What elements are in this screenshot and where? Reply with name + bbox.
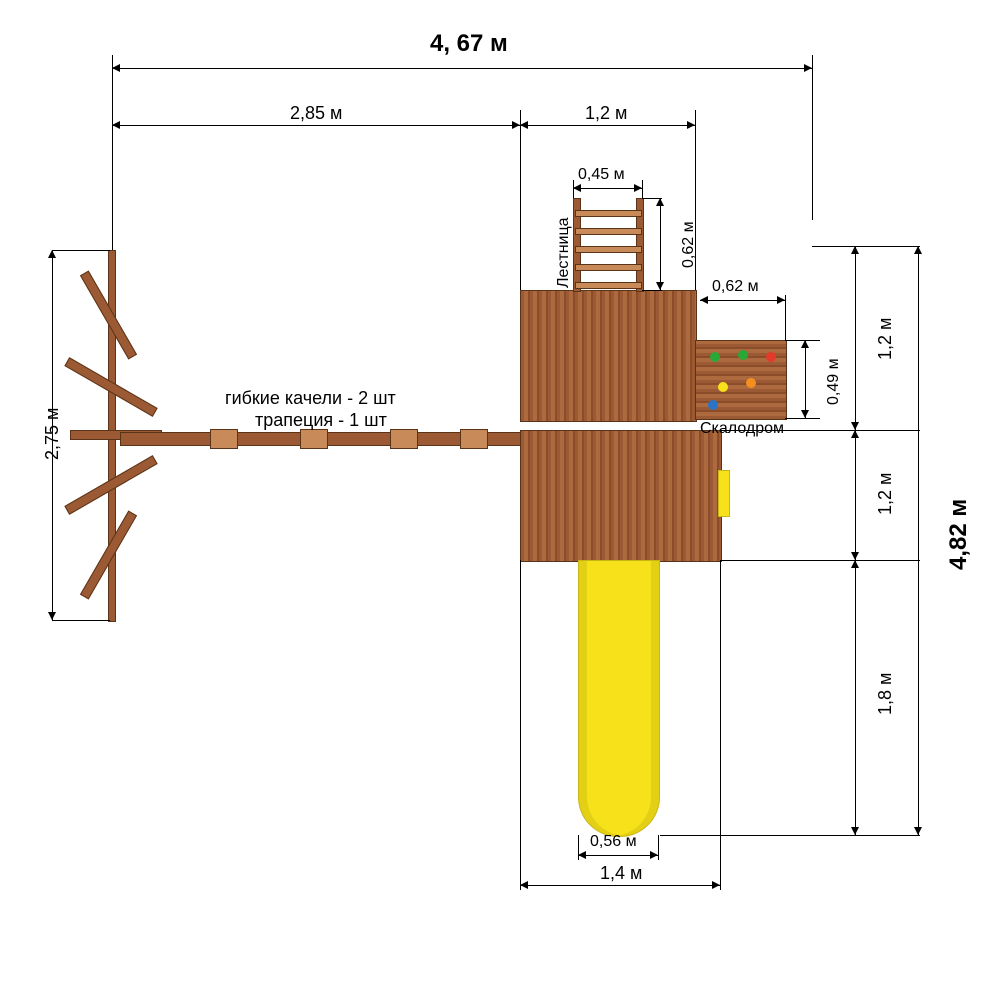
dim-line — [855, 246, 856, 430]
dim-line — [520, 125, 695, 126]
arrow-up-icon — [801, 340, 809, 348]
climb-grip — [766, 352, 776, 362]
dim-base-width: 1,4 м — [600, 863, 642, 884]
arrow-left-icon — [700, 296, 708, 304]
technical-drawing: 4, 67 м 2,85 м 1,2 м 0,45 м Лестница 0,6… — [0, 0, 1000, 1000]
arrow-right-icon — [650, 851, 658, 859]
dim-line — [660, 198, 661, 290]
dim-line — [918, 246, 919, 835]
ladder-rung — [575, 264, 642, 271]
ext-line — [855, 835, 920, 836]
swing-hanger — [390, 429, 418, 449]
arrow-left-icon — [578, 851, 586, 859]
ext-line — [112, 55, 113, 250]
climb-grip — [710, 352, 720, 362]
dim-overall-width: 4, 67 м — [430, 30, 508, 58]
ladder-rung — [575, 228, 642, 235]
arrow-down-icon — [914, 827, 922, 835]
arrow-left-icon — [520, 881, 528, 889]
arrow-up-icon — [656, 198, 664, 206]
arrow-up-icon — [851, 246, 859, 254]
arrow-up-icon — [48, 250, 56, 258]
dim-line — [578, 855, 658, 856]
dim-ladder-height: 0,62 м — [680, 221, 698, 268]
dim-line — [112, 68, 812, 69]
dim-overall-height: 4,82 м — [945, 499, 973, 570]
dim-climb-height: 0,49 м — [825, 358, 843, 405]
dim-slide-width: 0,56 м — [590, 833, 637, 851]
ladder-rung — [575, 246, 642, 253]
dim-ladder-width: 0,45 м — [578, 166, 625, 184]
arrow-up-icon — [914, 246, 922, 254]
arrow-left-icon — [112, 64, 120, 72]
arrow-right-icon — [512, 121, 520, 129]
arrow-left-icon — [573, 184, 581, 192]
arrow-down-icon — [851, 827, 859, 835]
dim-left-span: 2,85 м — [290, 103, 342, 124]
dim-line — [855, 430, 856, 560]
label-ladder: Лестница — [555, 217, 573, 288]
dim-line — [573, 188, 642, 189]
arrow-down-icon — [851, 422, 859, 430]
handle — [718, 470, 730, 517]
dim-climb-width: 0,62 м — [712, 278, 759, 296]
dim-tower-width: 1,2 м — [585, 103, 627, 124]
arrow-down-icon — [656, 282, 664, 290]
ext-line — [52, 250, 110, 251]
ext-line — [812, 55, 813, 220]
ext-line — [855, 246, 920, 247]
dim-line — [855, 560, 856, 835]
climb-grip — [738, 350, 748, 360]
arrow-down-icon — [48, 612, 56, 620]
ext-line — [785, 418, 820, 419]
arrow-right-icon — [804, 64, 812, 72]
dim-right-mid: 1,2 м — [875, 473, 896, 515]
ext-line — [785, 295, 786, 340]
arrow-right-icon — [777, 296, 785, 304]
label-climb-wall: Скалодром — [700, 420, 784, 438]
dim-slide-length: 1,8 м — [875, 673, 896, 715]
dim-line — [112, 125, 520, 126]
dim-line — [700, 300, 785, 301]
ext-line — [520, 560, 521, 890]
dim-aframe-height: 2,75 м — [42, 408, 63, 460]
label-swings-1: гибкие качели - 2 шт — [225, 388, 396, 409]
dim-line — [805, 340, 806, 418]
arrow-right-icon — [712, 881, 720, 889]
arrow-up-icon — [851, 430, 859, 438]
arrow-left-icon — [520, 121, 528, 129]
arrow-right-icon — [687, 121, 695, 129]
ext-line — [658, 835, 659, 860]
arrow-up-icon — [851, 560, 859, 568]
dim-line — [520, 885, 720, 886]
ext-line — [720, 560, 920, 561]
label-swings-2: трапеция - 1 шт — [255, 410, 387, 431]
climb-grip — [746, 378, 756, 388]
arrow-down-icon — [851, 552, 859, 560]
swing-hanger — [300, 429, 328, 449]
swing-hanger — [460, 429, 488, 449]
ext-line — [642, 290, 662, 291]
climb-grip — [718, 382, 728, 392]
slide — [578, 560, 660, 837]
ext-line — [720, 560, 721, 890]
arrow-left-icon — [112, 121, 120, 129]
climb-grip — [708, 400, 718, 410]
ext-line — [642, 180, 643, 198]
ext-line — [52, 620, 110, 621]
tower-upper-platform — [520, 290, 697, 422]
dim-right-upper: 1,2 м — [875, 318, 896, 360]
ext-line — [520, 110, 521, 290]
ladder-rung — [575, 210, 642, 217]
ext-line — [720, 430, 920, 431]
tower-lower-platform — [520, 430, 722, 562]
arrow-down-icon — [801, 410, 809, 418]
ladder-rung — [575, 282, 642, 289]
swing-hanger — [210, 429, 238, 449]
arrow-right-icon — [634, 184, 642, 192]
